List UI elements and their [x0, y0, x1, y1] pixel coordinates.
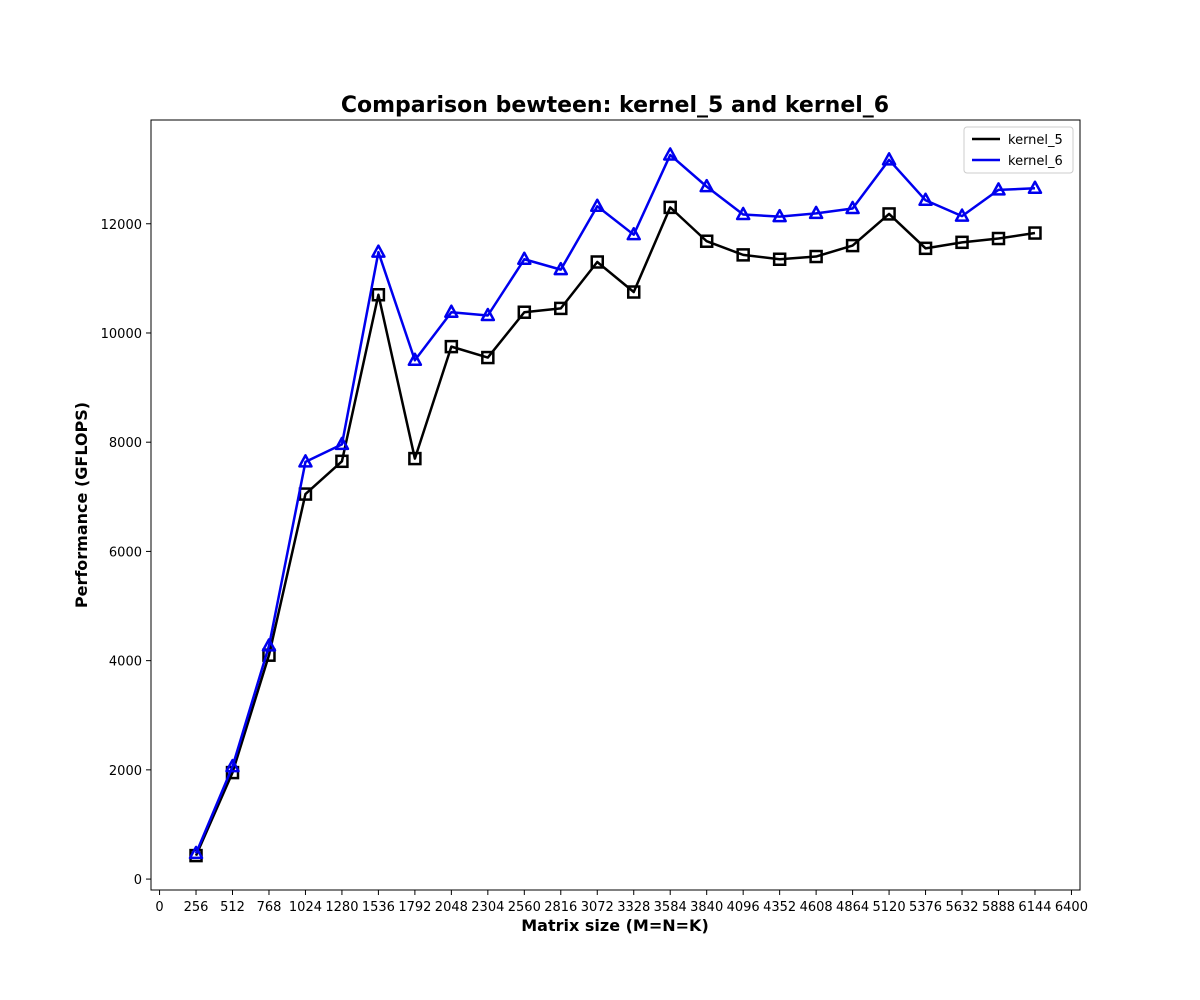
data-point-kernel_5	[772, 252, 787, 267]
data-point-kernel_6	[845, 200, 860, 215]
series-line-kernel_5	[194, 206, 1036, 857]
data-point-kernel_5	[1028, 226, 1042, 240]
x-tick-label: 6144	[1018, 900, 1051, 915]
data-point-kernel_5	[955, 235, 969, 250]
data-point-kernel_6	[480, 307, 496, 322]
x-tick-label: 5632	[945, 900, 978, 915]
data-point-kernel_5	[736, 248, 750, 262]
x-tick-label: 3840	[690, 900, 723, 915]
y-tick-label: 4000	[109, 655, 142, 670]
x-tick-label: 4352	[763, 900, 796, 915]
data-point-kernel_6	[517, 251, 532, 266]
x-tick-label: 3328	[617, 900, 650, 915]
data-point-kernel_6	[188, 845, 204, 860]
data-point-kernel_6	[334, 436, 350, 451]
data-point-kernel_5	[371, 288, 386, 302]
data-point-kernel_6	[225, 758, 240, 773]
data-point-kernel_5	[444, 339, 459, 354]
y-tick-label: 2000	[109, 764, 142, 779]
data-point-kernel_5	[626, 285, 641, 299]
data-point-kernel_5	[991, 231, 1006, 246]
x-tick-label: 1024	[289, 900, 322, 915]
data-point-kernel_5	[554, 301, 568, 316]
x-tick-label: 1280	[325, 900, 358, 915]
data-point-kernel_6	[954, 208, 970, 222]
x-tick-label: 5888	[982, 900, 1015, 915]
data-point-kernel_6	[991, 182, 1006, 196]
x-tick-label: 0	[155, 900, 163, 915]
x-tick-label: 2816	[544, 900, 577, 915]
data-point-kernel_6	[553, 261, 569, 276]
data-point-kernel_6	[407, 352, 423, 367]
y-tick-label: 10000	[101, 327, 142, 342]
legend-label-kernel_5: kernel_5	[1008, 133, 1063, 148]
data-point-kernel_5	[408, 451, 422, 466]
data-point-kernel_6	[881, 152, 897, 166]
y-axis-label: Performance (GFLOPS)	[72, 402, 91, 608]
x-tick-label: 768	[257, 900, 282, 915]
data-point-kernel_5	[517, 305, 532, 319]
data-point-kernel_5	[335, 454, 349, 469]
data-point-kernel_6	[772, 208, 787, 223]
plot-frame	[150, 119, 1081, 891]
x-tick-label: 1536	[362, 900, 395, 915]
data-point-kernel_5	[590, 255, 605, 269]
x-tick-label: 256	[184, 900, 209, 915]
data-point-kernel_6	[735, 206, 751, 221]
legend: kernel_5 kernel_6	[963, 126, 1074, 174]
data-point-kernel_6	[371, 244, 386, 258]
y-tick-label: 6000	[109, 545, 142, 560]
legend-label-kernel_6: kernel_6	[1008, 154, 1063, 169]
y-tick-label: 8000	[109, 436, 142, 451]
x-tick-label: 1792	[398, 900, 431, 915]
data-point-kernel_6	[590, 198, 605, 213]
series-line-kernel_6	[194, 153, 1036, 854]
data-point-kernel_6	[662, 147, 678, 161]
data-point-kernel_5	[809, 249, 823, 264]
x-tick-label: 2048	[435, 900, 468, 915]
x-tick-label: 5120	[873, 900, 906, 915]
x-tick-label: 4864	[836, 900, 869, 915]
x-axis-label: Matrix size (M=N=K)	[521, 916, 709, 935]
data-point-kernel_5	[481, 350, 495, 365]
x-tick-label: 3072	[581, 900, 614, 915]
y-tick-label: 0	[134, 873, 142, 888]
data-point-kernel_6	[918, 192, 933, 207]
data-point-kernel_6	[444, 304, 459, 318]
x-tick-label: 6400	[1055, 900, 1088, 915]
data-point-kernel_6	[699, 178, 714, 193]
data-point-kernel_5	[699, 234, 714, 248]
data-point-kernel_5	[845, 238, 860, 253]
data-point-kernel_5	[663, 200, 677, 215]
data-point-kernel_6	[626, 226, 641, 241]
data-point-kernel_6	[1027, 180, 1043, 195]
x-tick-label: 2560	[508, 900, 541, 915]
x-tick-label: 5376	[909, 900, 942, 915]
x-tick-label: 2304	[471, 900, 504, 915]
x-tick-label: 512	[220, 900, 245, 915]
x-tick-label: 3584	[654, 900, 687, 915]
data-point-kernel_5	[882, 207, 896, 221]
data-point-kernel_5	[918, 241, 933, 256]
data-point-kernel_6	[298, 454, 313, 468]
data-point-kernel_6	[808, 205, 824, 220]
data-point-kernel_6	[261, 638, 277, 652]
plot-area: 0 256 512 768 1024 1280 1536 1792 2048 2304 2560 28…	[101, 119, 1088, 915]
chart-title: Comparison bewteen: kernel_5 and kernel_…	[341, 93, 889, 118]
y-tick-label: 12000	[101, 218, 142, 233]
x-tick-label: 4096	[727, 900, 760, 915]
x-tick-label: 4608	[800, 900, 833, 915]
